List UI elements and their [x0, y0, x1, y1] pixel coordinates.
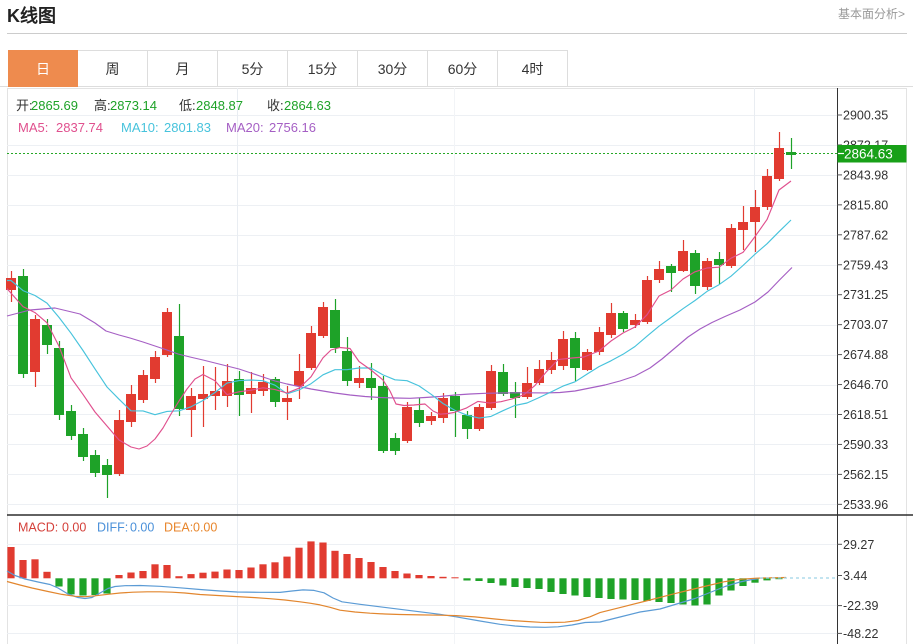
svg-text:2646.70: 2646.70: [843, 378, 888, 392]
svg-text:2815.80: 2815.80: [843, 198, 888, 212]
svg-text:2837.74: 2837.74: [56, 120, 103, 135]
svg-text:2787.62: 2787.62: [843, 228, 888, 242]
svg-text:2731.25: 2731.25: [843, 288, 888, 302]
svg-text:MA10:: MA10:: [121, 120, 159, 135]
svg-text:2533.96: 2533.96: [843, 498, 888, 512]
svg-text:2865.69: 2865.69: [31, 98, 78, 113]
svg-text:2759.43: 2759.43: [843, 258, 888, 272]
svg-text:2756.16: 2756.16: [269, 120, 316, 135]
svg-text:2618.51: 2618.51: [843, 408, 888, 422]
svg-text:2864.63: 2864.63: [284, 98, 331, 113]
svg-text:2864.63: 2864.63: [844, 147, 893, 162]
svg-text:2674.88: 2674.88: [843, 348, 888, 362]
svg-text:2848.87: 2848.87: [196, 98, 243, 113]
svg-text:2703.07: 2703.07: [843, 318, 888, 332]
svg-text:高:: 高:: [94, 98, 111, 113]
svg-text:MACD:: MACD:: [18, 521, 58, 535]
svg-text:2801.83: 2801.83: [164, 120, 211, 135]
svg-text:2843.98: 2843.98: [843, 168, 888, 182]
svg-text:收:: 收:: [267, 98, 284, 113]
svg-text:0.00: 0.00: [62, 521, 86, 535]
svg-text:-22.39: -22.39: [843, 599, 878, 613]
svg-text:0.00: 0.00: [130, 521, 154, 535]
svg-text:2873.14: 2873.14: [110, 98, 157, 113]
svg-text:DIFF:: DIFF:: [97, 521, 128, 535]
svg-text:2900.35: 2900.35: [843, 109, 888, 123]
svg-text:3.44: 3.44: [843, 569, 867, 583]
svg-text:2562.15: 2562.15: [843, 468, 888, 482]
svg-text:DEA:: DEA:: [164, 521, 193, 535]
svg-text:低:: 低:: [179, 98, 196, 113]
svg-text:0.00: 0.00: [193, 521, 217, 535]
svg-text:2590.33: 2590.33: [843, 438, 888, 452]
svg-text:开:: 开:: [16, 98, 33, 113]
svg-text:29.27: 29.27: [843, 538, 874, 552]
svg-text:-48.22: -48.22: [843, 627, 878, 641]
svg-text:MA20:: MA20:: [226, 120, 264, 135]
svg-text:MA5:: MA5:: [18, 120, 48, 135]
